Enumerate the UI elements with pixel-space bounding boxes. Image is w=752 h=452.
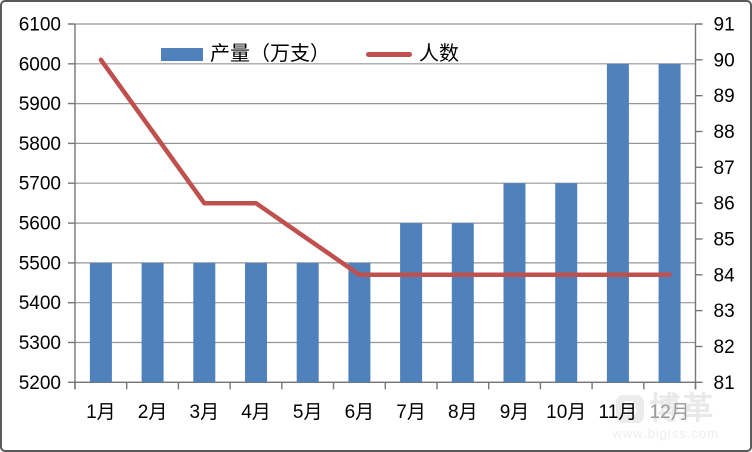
right-axis-label: 84 (714, 265, 736, 286)
bar-6月 (348, 262, 371, 383)
legend-line-swatch (366, 51, 412, 57)
headcount-line (98, 57, 672, 278)
legend-bar-swatch (161, 47, 203, 61)
right-axis-label: 81 (714, 373, 735, 394)
left-axis-label: 5700 (19, 174, 61, 195)
right-axis-label: 83 (714, 301, 735, 322)
bar-4月 (245, 262, 267, 383)
left-axis-label: 5300 (19, 333, 61, 354)
right-axis-label: 82 (714, 337, 735, 358)
right-axis-label: 89 (714, 86, 735, 107)
left-axis-label: 6000 (19, 54, 61, 75)
bar-10月 (555, 183, 578, 383)
chart-legend: 产量（万支） 人数 (161, 41, 459, 67)
watermark-brand: 博革 (649, 391, 716, 426)
left-axis-label: 6100 (19, 15, 61, 36)
left-axis-label: 5900 (19, 94, 61, 115)
x-axis-label-10月: 10月 (546, 402, 586, 423)
x-axis-label-6月: 6月 (345, 402, 375, 423)
x-axis-label-8月: 8月 (448, 402, 478, 423)
x-axis-label-2月: 2月 (138, 402, 168, 423)
x-axis-label-11月: 11月 (599, 402, 638, 423)
x-axis-label-12月: 12月 (650, 402, 690, 423)
bar-12月 (658, 63, 681, 383)
bar-11月 (606, 63, 629, 383)
x-axis-label-1月: 1月 (86, 402, 116, 423)
watermark-logo-icon: B (616, 395, 645, 423)
legend-label-production: 产量（万支） (210, 43, 330, 65)
left-axis-label: 5400 (19, 293, 61, 314)
left-axis-label: 5800 (19, 134, 61, 155)
right-axis-label: 87 (714, 158, 735, 179)
right-axis-label: 88 (714, 122, 735, 143)
bar-1月 (89, 262, 112, 383)
x-axis-label-9月: 9月 (500, 402, 530, 423)
right-axis-label: 85 (714, 230, 735, 251)
bar-8月 (451, 223, 474, 383)
bar-9月 (503, 183, 526, 383)
legend-label-headcount: 人数 (419, 43, 459, 65)
right-axis-label: 91 (714, 15, 735, 36)
watermark: B 博革 www.biglss.com (612, 391, 719, 441)
watermark-row: B 博革 (613, 391, 719, 426)
right-axis-label: 86 (714, 194, 735, 215)
bar-3月 (193, 262, 216, 383)
x-axis-label-4月: 4月 (241, 402, 271, 423)
left-axis-label: 5200 (19, 373, 61, 394)
x-axis-label-7月: 7月 (396, 402, 426, 423)
bar-2月 (141, 262, 164, 383)
x-axis-label-5月: 5月 (293, 402, 323, 423)
left-axis-label: 5600 (19, 214, 61, 235)
right-axis-label: 90 (714, 50, 735, 71)
watermark-url: www.biglss.com (612, 426, 719, 441)
left-axis-label: 5500 (19, 253, 61, 274)
bar-7月 (400, 223, 423, 383)
bar-5月 (296, 262, 319, 383)
x-axis-label-3月: 3月 (190, 402, 220, 423)
